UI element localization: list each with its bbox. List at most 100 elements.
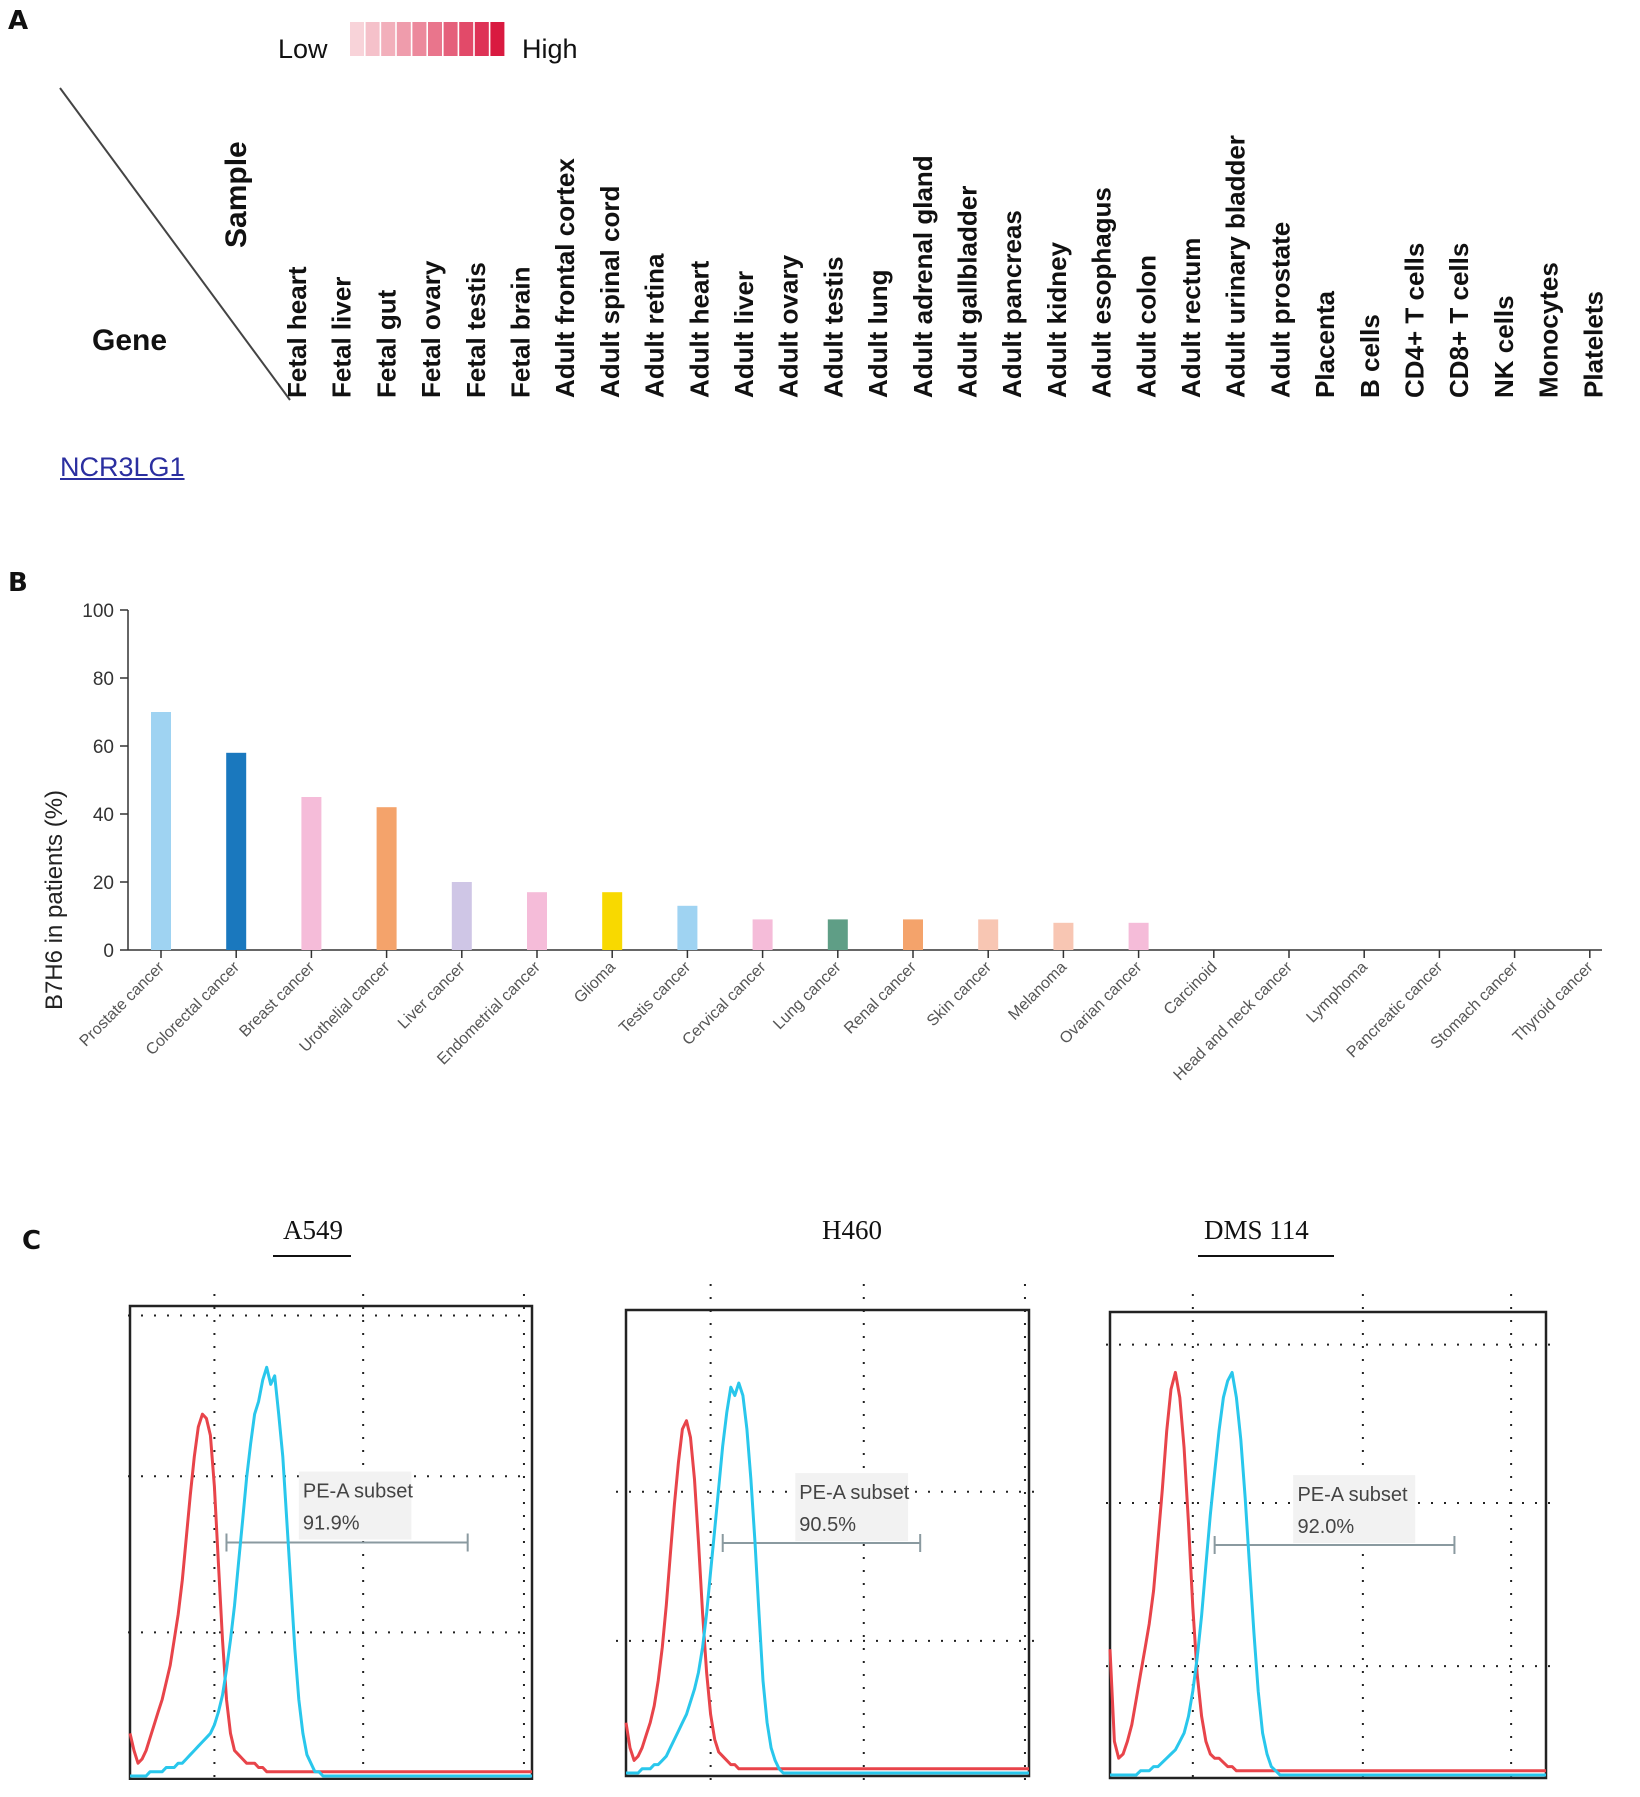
flow-histogram-dms114: PE-A subset 92.0%: [1106, 1294, 1556, 1780]
sample-label: Adult liver: [729, 271, 759, 398]
stained-histogram: [626, 1381, 1029, 1775]
sample-label: Platelets: [1578, 291, 1608, 398]
legend-swatch: [381, 22, 396, 56]
legend-swatch: [428, 22, 442, 56]
plot-frame: [624, 1308, 1031, 1778]
legend-swatch: [365, 22, 380, 56]
stained-histogram: [130, 1365, 532, 1778]
y-axis-label: B7H6 in patients (%): [41, 790, 68, 1010]
sample-label: Adult urinary bladder: [1221, 135, 1251, 398]
sample-label: Adult frontal cortex: [550, 158, 580, 398]
sample-label: Adult spinal cord: [595, 186, 625, 398]
bar-testis-cancer: [677, 905, 698, 950]
x-tick-label: Skin cancer: [924, 958, 996, 1030]
x-tick-label: Thyroid cancer: [1510, 958, 1597, 1045]
flow-title-a549-text: A549: [283, 1215, 343, 1245]
bar-breast-cancer: [301, 797, 322, 950]
x-tick-label: Liver cancer: [395, 958, 469, 1032]
flow-histogram-a549: PE-A subset 91.9%: [128, 1294, 542, 1780]
annotation-value: 91.9%: [303, 1513, 360, 1535]
legend-swatch: [412, 22, 427, 56]
sample-label: NK cells: [1489, 295, 1519, 398]
annotation-box: [795, 1473, 909, 1542]
sample-label: Adult ovary: [774, 254, 804, 398]
legend-swatch: [396, 22, 411, 56]
y-tick-label: 100: [82, 601, 114, 622]
sample-label: Adult pancreas: [997, 210, 1027, 398]
legend-high-label: High: [522, 34, 578, 64]
sample-label: Fetal heart: [282, 266, 312, 398]
x-tick-label: Carcinoid: [1161, 959, 1221, 1019]
sample-label: B cells: [1355, 314, 1385, 398]
legend-swatch: [459, 22, 474, 56]
x-tick-label: Breast cancer: [236, 958, 318, 1040]
panel-label-c: C: [22, 1226, 42, 1256]
x-tick-label: Renal cancer: [841, 958, 920, 1037]
y-tick-label: 60: [93, 737, 114, 758]
legend-swatch: [350, 22, 364, 56]
bar-glioma: [602, 892, 623, 950]
corner-diagonal: [59, 87, 291, 401]
y-tick-label: 20: [93, 873, 114, 894]
expression-heatmap-header: Low High Sample Gene Fetal heart Fetal li…: [59, 22, 1608, 401]
stained-histogram: [1110, 1370, 1546, 1777]
bar-prostate-cancer: [151, 712, 171, 950]
control-histogram: [624, 1419, 1029, 1771]
bar-colorectal-cancer: [226, 752, 247, 950]
flow-title-dms114: DMS 114: [1198, 1215, 1334, 1257]
sample-label: Adult adrenal gland: [908, 155, 938, 398]
annotation-box: [298, 1471, 412, 1540]
y-tick-label: 0: [103, 941, 114, 962]
corner-gene-label: Gene: [92, 324, 167, 357]
sample-label: CD4+ T cells: [1400, 243, 1430, 398]
sample-label: Monocytes: [1534, 262, 1564, 398]
annotation-box: [1293, 1475, 1416, 1544]
bar-liver-cancer: [451, 882, 472, 950]
x-tick-label: Ovarian cancer: [1057, 958, 1146, 1047]
sample-label: Adult testis: [818, 256, 848, 398]
control-histogram: [1108, 1370, 1546, 1773]
annotation-label: PE-A subset: [303, 1481, 414, 1503]
sample-label: Placenta: [1310, 291, 1340, 398]
bar-endometrial-cancer: [527, 892, 547, 950]
gene-link-ncr3lg1[interactable]: NCR3LG1: [60, 452, 185, 482]
x-tick-label: Testis cancer: [616, 958, 695, 1037]
x-tick-label: Lung cancer: [770, 958, 845, 1033]
sample-label: Fetal gut: [371, 289, 401, 398]
sample-label: Adult kidney: [1042, 241, 1072, 398]
sample-labels: Fetal heart Fetal liver Fetal gut Fetal ova…: [282, 135, 1608, 398]
plot-frame: [1108, 1310, 1548, 1780]
bar-ovarian-cancer: [1128, 922, 1149, 950]
y-tick-label: 80: [93, 669, 114, 690]
annotation-label: PE-A subset: [1297, 1484, 1408, 1506]
sample-label: Adult colon: [1131, 255, 1161, 398]
flow-histogram-h460: PE-A subset 90.5%: [616, 1284, 1039, 1780]
sample-label: Adult retina: [640, 253, 670, 398]
sample-label: Adult heart: [684, 260, 714, 398]
bar-cervical-cancer: [752, 919, 773, 950]
sample-label: Fetal testis: [461, 262, 491, 398]
annotation-value: 90.5%: [799, 1514, 856, 1536]
sample-label: Adult rectum: [1176, 238, 1206, 398]
annotation-label: PE-A subset: [799, 1482, 910, 1504]
corner-sample-label: Sample: [220, 141, 253, 248]
sample-label: Adult lung: [863, 269, 893, 398]
legend-swatch: [474, 22, 489, 56]
sample-label: Adult gallbladder: [953, 186, 983, 398]
sample-label: Fetal brain: [506, 267, 536, 398]
y-tick-label: 40: [93, 805, 114, 826]
bar-lung-cancer: [827, 919, 848, 950]
legend-low-label: Low: [278, 34, 328, 64]
x-tick-label: Glioma: [571, 959, 619, 1007]
plot-frame: [128, 1304, 534, 1780]
sample-label: Adult esophagus: [1087, 187, 1117, 398]
flow-title-a549: A549: [273, 1215, 351, 1257]
panel-label-a: A: [8, 6, 29, 36]
panel-label-b: B: [8, 568, 28, 598]
x-tick-label: Melanoma: [1005, 959, 1070, 1024]
bar-urothelial-cancer: [376, 807, 397, 950]
legend-swatch: [490, 22, 505, 56]
flow-title-h460-text: H460: [822, 1215, 882, 1245]
bar-skin-cancer: [978, 919, 999, 950]
